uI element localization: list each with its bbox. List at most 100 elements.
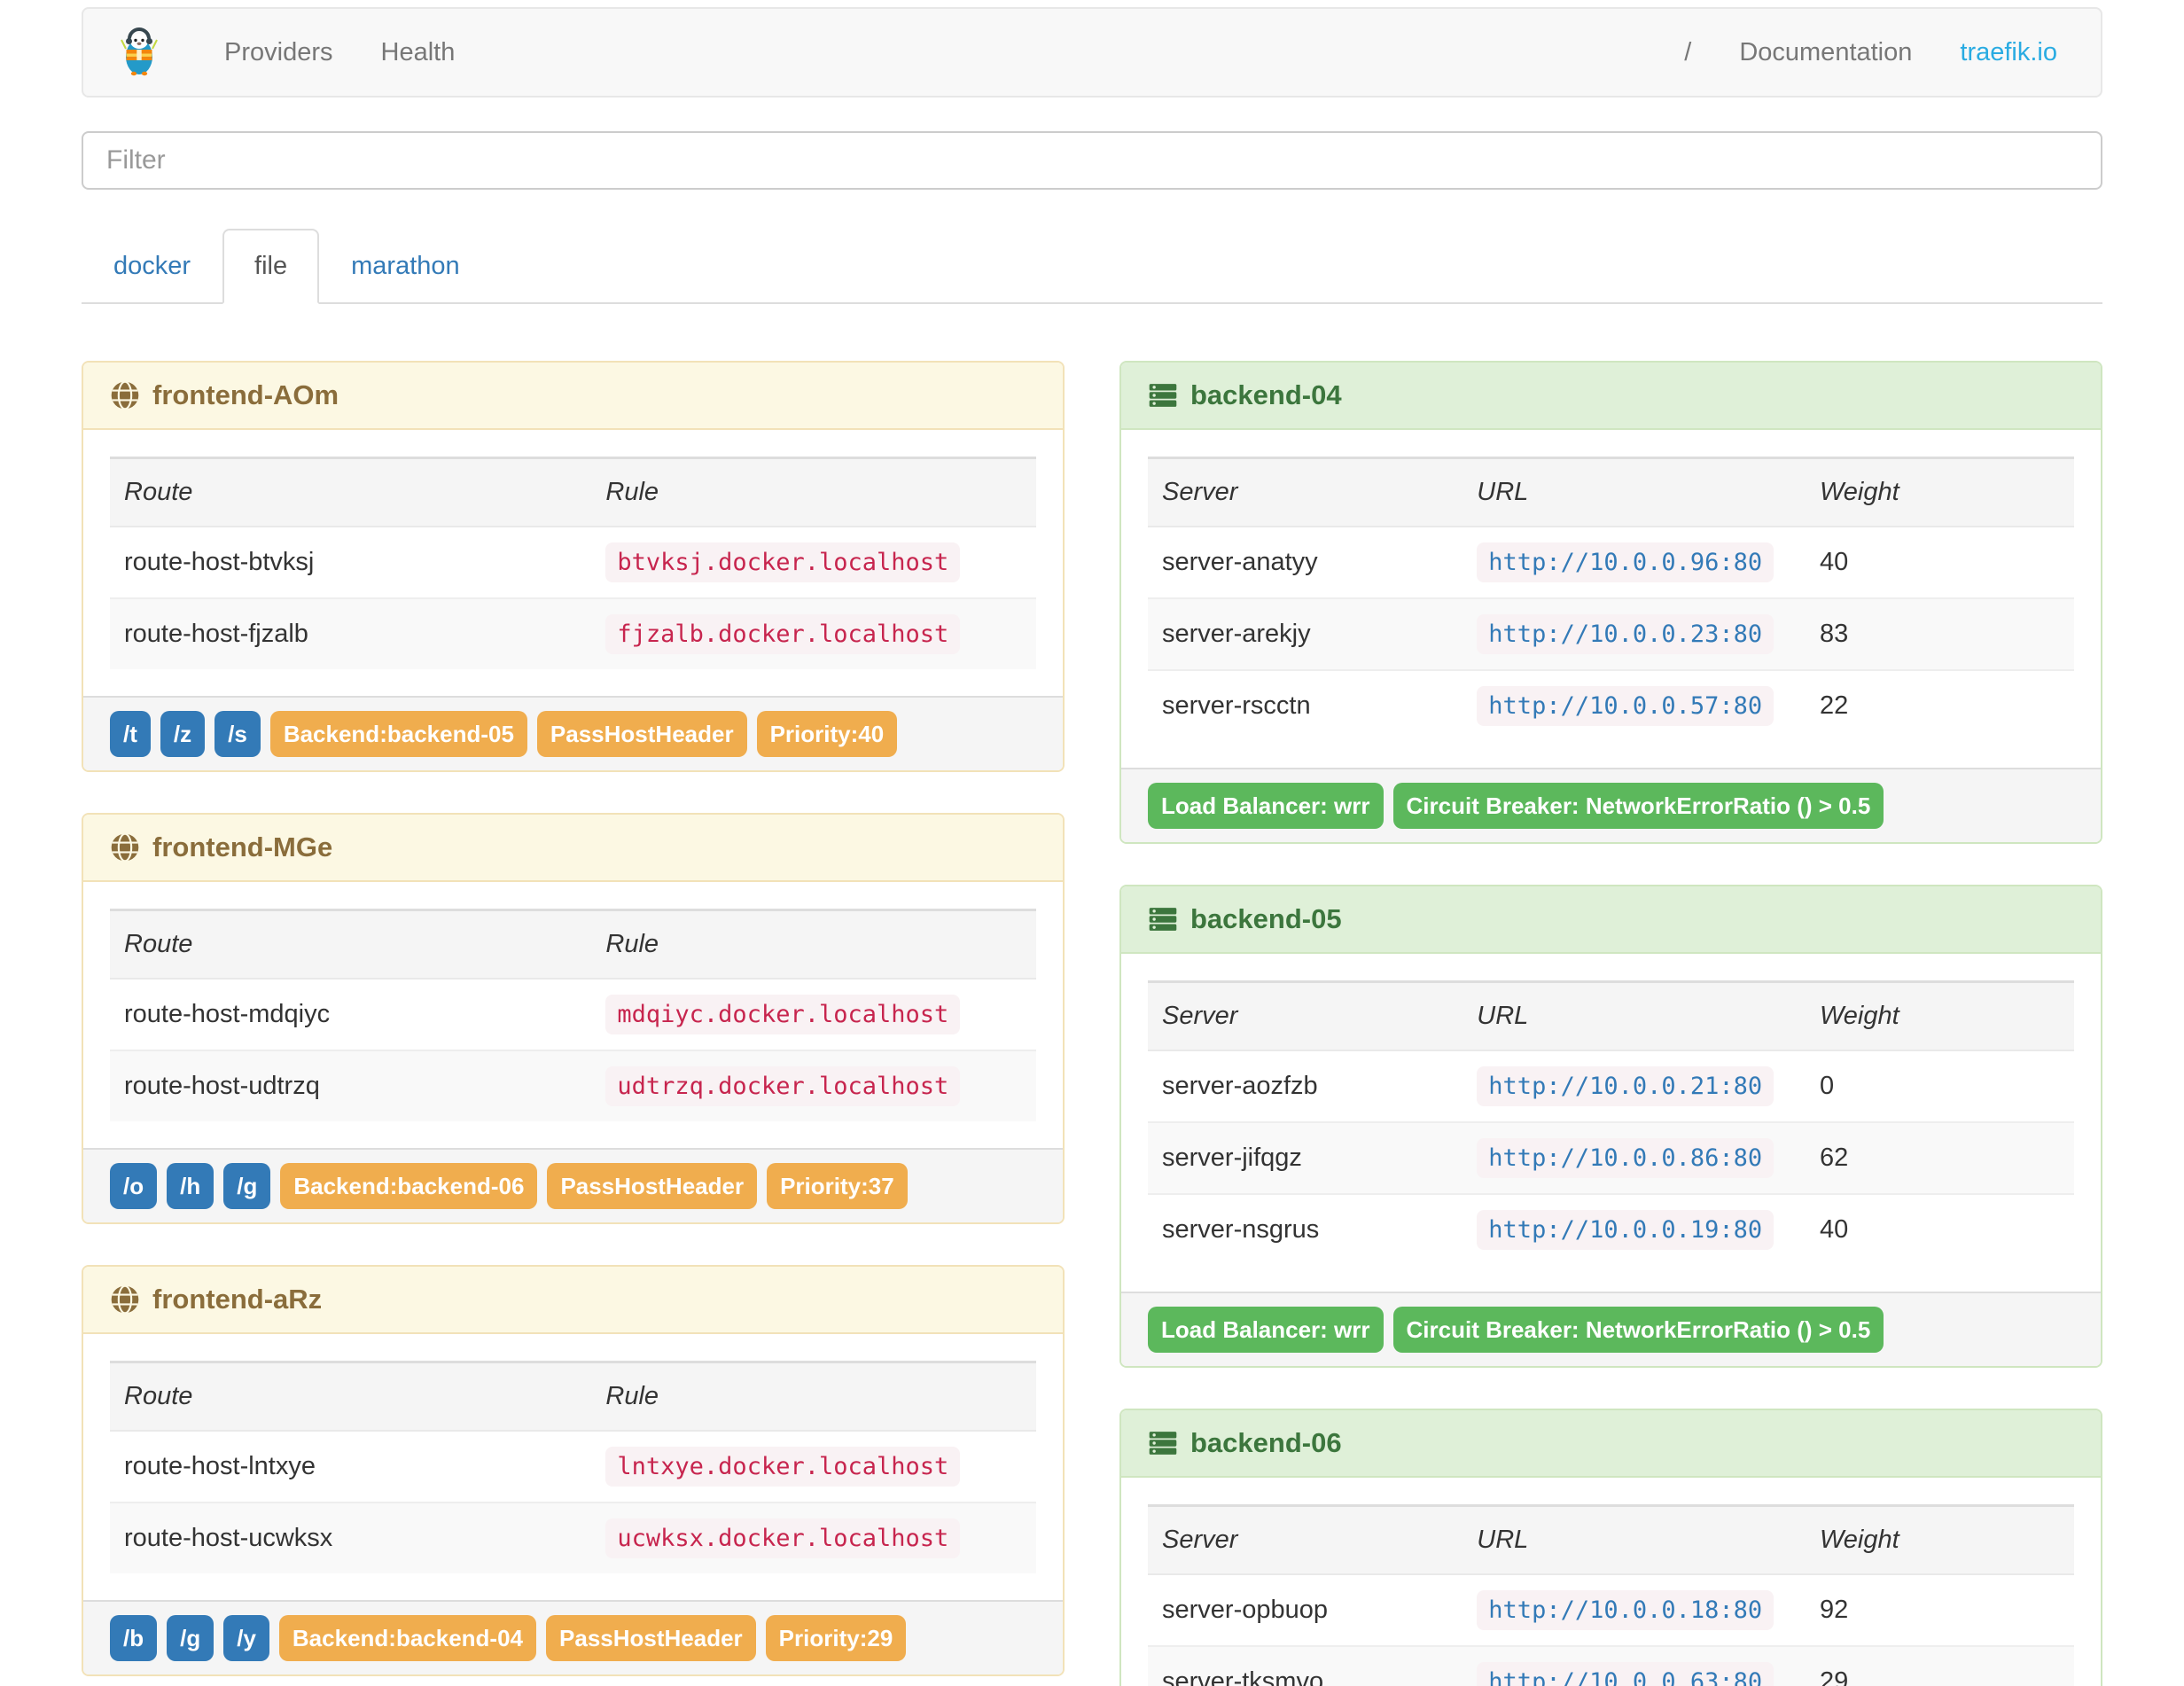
path-badge: /t bbox=[110, 711, 151, 757]
filter-input[interactable] bbox=[82, 131, 2102, 190]
server-url-link[interactable]: http://10.0.0.21:80 bbox=[1477, 1066, 1774, 1106]
panel-title: backend-06 bbox=[1190, 1427, 1342, 1458]
backend-ref-badge: Backend:backend-04 bbox=[278, 1615, 537, 1661]
passhostheader-badge: PassHostHeader bbox=[546, 1615, 756, 1661]
server-name: server-anatyy bbox=[1162, 548, 1318, 576]
servers-table: Server URL Weight server-anatyy http://1… bbox=[1148, 457, 2074, 741]
server-column-header: Server bbox=[1148, 980, 1463, 1051]
path-badge: /b bbox=[110, 1615, 158, 1661]
page: Providers Health / Documentation traefik… bbox=[82, 7, 2102, 1686]
weight-column-header: Weight bbox=[1805, 1504, 2074, 1575]
url-column-header: URL bbox=[1462, 457, 1806, 527]
route-column-header: Route bbox=[110, 457, 592, 527]
server-weight: 22 bbox=[1805, 669, 2074, 741]
provider-tabs: docker file marathon bbox=[82, 229, 2102, 304]
frontend-panel-AOm: frontend-AOm Route Rule route-host-btvk bbox=[82, 361, 1065, 772]
globe-icon bbox=[110, 832, 140, 863]
server-url-link[interactable]: http://10.0.0.19:80 bbox=[1477, 1210, 1774, 1250]
frontend-panel-heading: frontend-aRz bbox=[83, 1267, 1063, 1334]
server-weight: 62 bbox=[1805, 1121, 2074, 1194]
table-row: server-arekjy http://10.0.0.23:80 83 bbox=[1148, 597, 2074, 670]
table-row: server-opbuop http://10.0.0.18:80 92 bbox=[1148, 1574, 2074, 1646]
route-name: route-host-btvksj bbox=[124, 548, 315, 576]
table-row: server-aozfzb http://10.0.0.21:80 0 bbox=[1148, 1050, 2074, 1122]
server-name: server-opbuop bbox=[1162, 1596, 1328, 1624]
routes-table: Route Rule route-host-lntxye lntxye.dock… bbox=[110, 1361, 1036, 1573]
panel-body: Server URL Weight server-anatyy http://1… bbox=[1121, 430, 2101, 768]
backend-panel-04: backend-04 Server URL Weight bbox=[1119, 361, 2102, 844]
path-badge: /y bbox=[223, 1615, 269, 1661]
nav-traefik-io[interactable]: traefik.io bbox=[1960, 37, 2057, 66]
server-url-link[interactable]: http://10.0.0.23:80 bbox=[1477, 614, 1774, 654]
nav-health[interactable]: Health bbox=[380, 37, 456, 66]
backend-panel-heading: backend-05 bbox=[1121, 886, 2101, 954]
frontend-panel-footer: /t /z /s Backend:backend-05 PassHostHead… bbox=[83, 696, 1063, 770]
frontend-panel-footer: /o /h /g Backend:backend-06 PassHostHead… bbox=[83, 1148, 1063, 1222]
server-name: server-rscctn bbox=[1148, 669, 1463, 741]
route-name: route-host-udtrzq bbox=[110, 1050, 592, 1121]
server-weight: 83 bbox=[1805, 597, 2074, 670]
panel-title: frontend-aRz bbox=[152, 1284, 323, 1315]
rule-value: lntxye.docker.localhost bbox=[605, 1447, 961, 1487]
server-weight: 40 bbox=[1819, 548, 1849, 576]
path-badge: /g bbox=[223, 1163, 271, 1209]
frontend-panel-heading: frontend-MGe bbox=[83, 815, 1063, 882]
route-column-header: Route bbox=[110, 909, 592, 980]
nav-providers[interactable]: Providers bbox=[224, 37, 333, 66]
backend-panel-heading: backend-06 bbox=[1121, 1410, 2101, 1478]
frontends-column: frontend-AOm Route Rule route-host-btvk bbox=[82, 361, 1065, 1686]
routes-table: Route Rule route-host-mdqiyc mdqiyc.dock… bbox=[110, 909, 1036, 1121]
table-row: route-host-mdqiyc mdqiyc.docker.localhos… bbox=[110, 979, 1036, 1050]
panel-title: backend-04 bbox=[1190, 379, 1342, 410]
panel-body: Server URL Weight server-opbuop http://1… bbox=[1121, 1478, 2101, 1686]
passhostheader-badge: PassHostHeader bbox=[536, 711, 747, 757]
server-url-link[interactable]: http://10.0.0.86:80 bbox=[1477, 1138, 1774, 1178]
frontend-panel-aRz: frontend-aRz Route Rule route-host-lntx bbox=[82, 1265, 1065, 1676]
server-stack-icon bbox=[1148, 380, 1178, 410]
route-name: route-host-fjzalb bbox=[110, 597, 592, 669]
panel-body: Server URL Weight server-aozfzb http://1… bbox=[1121, 954, 2101, 1292]
table-row: server-jifqgz http://10.0.0.86:80 62 bbox=[1148, 1121, 2074, 1194]
url-column-header: URL bbox=[1462, 1504, 1806, 1575]
tab-marathon[interactable]: marathon bbox=[351, 252, 460, 280]
backend-panel-footer: Load Balancer: wrr Circuit Breaker: Netw… bbox=[1121, 768, 2101, 842]
table-row: route-host-btvksj btvksj.docker.localhos… bbox=[110, 527, 1036, 598]
server-url-link[interactable]: http://10.0.0.96:80 bbox=[1477, 542, 1774, 582]
route-name: route-host-ucwksx bbox=[110, 1502, 592, 1573]
table-header-row: Server URL Weight bbox=[1148, 1504, 2074, 1575]
path-badge: /g bbox=[167, 1615, 214, 1661]
table-header-row: Server URL Weight bbox=[1148, 457, 2074, 527]
tab-docker[interactable]: docker bbox=[113, 252, 191, 280]
table-row: server-anatyy http://10.0.0.96:80 40 bbox=[1148, 527, 2074, 598]
nav-slash[interactable]: / bbox=[1684, 37, 1692, 66]
server-weight: 29 bbox=[1805, 1645, 2074, 1686]
route-name: route-host-mdqiyc bbox=[124, 1000, 331, 1028]
table-header-row: Route Rule bbox=[110, 457, 1036, 527]
server-name: server-tksmvo bbox=[1148, 1645, 1463, 1686]
servers-table: Server URL Weight server-aozfzb http://1… bbox=[1148, 980, 2074, 1265]
server-url-link[interactable]: http://10.0.0.63:80 bbox=[1477, 1662, 1774, 1686]
load-balancer-badge: Load Balancer: wrr bbox=[1148, 783, 1384, 829]
globe-icon bbox=[110, 1284, 140, 1315]
server-url-link[interactable]: http://10.0.0.18:80 bbox=[1477, 1590, 1774, 1630]
nav-documentation[interactable]: Documentation bbox=[1739, 37, 1913, 66]
backends-column: backend-04 Server URL Weight bbox=[1119, 361, 2102, 1686]
server-url-link[interactable]: http://10.0.0.57:80 bbox=[1477, 686, 1774, 726]
priority-badge: Priority:40 bbox=[756, 711, 898, 757]
panel-body: Route Rule route-host-btvksj btvksj.dock… bbox=[83, 430, 1063, 696]
panel-title: frontend-AOm bbox=[152, 379, 339, 410]
traefik-logo[interactable] bbox=[103, 27, 176, 77]
server-stack-icon bbox=[1148, 1428, 1178, 1458]
circuit-breaker-badge: Circuit Breaker: NetworkErrorRatio () > … bbox=[1392, 1307, 1884, 1353]
server-name: server-jifqgz bbox=[1148, 1121, 1463, 1194]
rule-value: btvksj.docker.localhost bbox=[605, 542, 961, 582]
backend-panel-05: backend-05 Server URL Weight bbox=[1119, 885, 2102, 1368]
tab-file[interactable]: file bbox=[222, 229, 320, 304]
table-row: server-nsgrus http://10.0.0.19:80 40 bbox=[1148, 1193, 2074, 1265]
panel-body: Route Rule route-host-mdqiyc mdqiyc.dock… bbox=[83, 882, 1063, 1148]
path-badge: /s bbox=[214, 711, 261, 757]
rule-value: fjzalb.docker.localhost bbox=[605, 614, 961, 654]
server-name: server-nsgrus bbox=[1148, 1193, 1463, 1265]
path-badge: /o bbox=[110, 1163, 158, 1209]
table-row: route-host-udtrzq udtrzq.docker.localhos… bbox=[110, 1050, 1036, 1121]
